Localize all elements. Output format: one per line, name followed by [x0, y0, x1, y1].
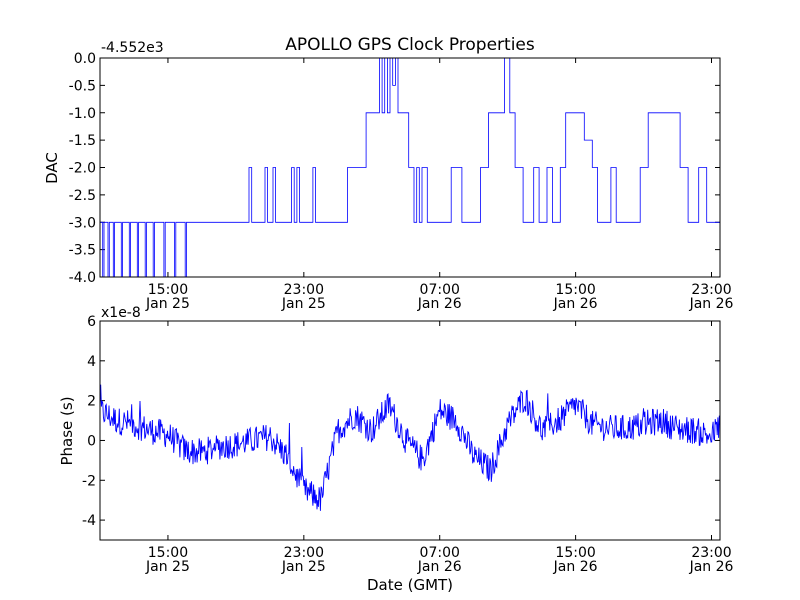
chart-title: APOLLO GPS Clock Properties	[285, 35, 535, 55]
phase-ytick-label: 4	[87, 354, 96, 370]
dac-series-line	[100, 57, 720, 278]
phase-xtick-date: Jan 25	[145, 559, 190, 575]
phase-xtick-time: 07:00	[420, 545, 460, 561]
dac-ytick-label: -2.5	[69, 188, 96, 204]
phase-xtick-date: Jan 26	[553, 559, 598, 575]
dac-ytick-label: -1.5	[69, 133, 96, 149]
dac-y-axis-label: DAC	[43, 152, 61, 184]
phase-offset-label: x1e-8	[101, 305, 141, 321]
dac-xtick-time: 23:00	[284, 282, 324, 298]
phase-ytick-label: 0	[87, 433, 96, 449]
phase-xtick-time: 15:00	[148, 545, 188, 561]
dac-xtick-date: Jan 26	[417, 296, 462, 312]
phase-xtick-time: 23:00	[284, 545, 324, 561]
phase-xtick-date: Jan 26	[417, 559, 462, 575]
phase-xtick-time: 23:00	[691, 545, 731, 561]
phase-series-line	[99, 384, 721, 511]
dac-xtick-date: Jan 26	[553, 296, 598, 312]
dac-xtick-date: Jan 25	[281, 296, 326, 312]
dac-xtick-time: 07:00	[420, 282, 460, 298]
phase-ytick-label: 6	[87, 314, 96, 330]
dac-ytick-label: 0.0	[74, 51, 96, 67]
dac-ytick-label: -2.0	[69, 161, 96, 177]
phase-plot-frame	[99, 320, 721, 541]
dac-xtick-date: Jan 26	[689, 296, 734, 312]
dac-xtick-time: 23:00	[691, 282, 731, 298]
dac-ytick-label: -3.0	[69, 215, 96, 231]
phase-xtick-time: 15:00	[555, 545, 595, 561]
phase-y-axis-label: Phase (s)	[58, 396, 76, 465]
dac-ytick-label: -1.0	[69, 106, 96, 122]
dac-offset-label: -4.552e3	[101, 40, 164, 56]
x-axis-label: Date (GMT)	[367, 576, 453, 594]
dac-plot-frame	[99, 57, 721, 278]
dac-xtick-time: 15:00	[555, 282, 595, 298]
dac-xtick-date: Jan 25	[145, 296, 190, 312]
phase-ytick-label: -2	[82, 473, 96, 489]
phase-xtick-date: Jan 26	[689, 559, 734, 575]
phase-xtick-date: Jan 25	[281, 559, 326, 575]
dac-ticks: 0.0 -0.5 -1.0 -1.5 -2.0 -2.5 -3.0 -3.5 -4.0 15:00…	[69, 51, 734, 312]
dac-xtick-time: 15:00	[148, 282, 188, 298]
dac-ytick-label: -4.0	[69, 270, 96, 286]
phase-ytick-label: -4	[82, 513, 96, 529]
phase-ytick-label: 2	[87, 394, 96, 410]
dac-ytick-label: -0.5	[69, 78, 96, 94]
dac-ytick-label: -3.5	[69, 243, 96, 259]
